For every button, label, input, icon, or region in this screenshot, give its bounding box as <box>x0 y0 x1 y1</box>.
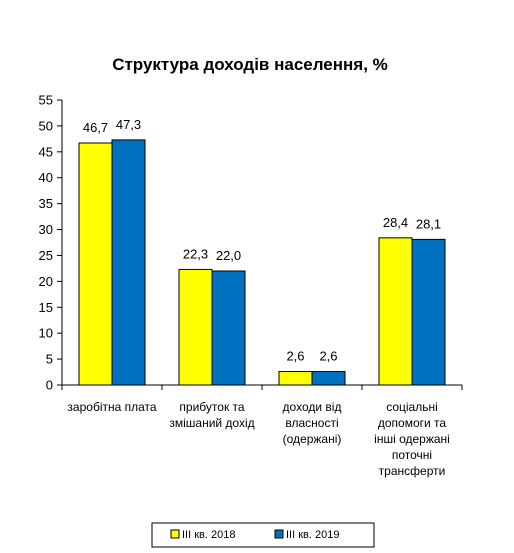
bar <box>311 371 346 386</box>
data-label: 46,7 <box>83 120 108 135</box>
bars <box>78 139 446 386</box>
data-label: 28,4 <box>383 215 408 230</box>
data-label: 2,6 <box>319 349 337 364</box>
category-label: прибуток та змішаний дохід <box>169 400 254 430</box>
category-label: доходи від власності (одержані) <box>283 400 342 446</box>
legend-swatch <box>170 529 180 539</box>
data-label: 22,3 <box>183 246 208 261</box>
legend-box <box>151 522 375 548</box>
category-label: соціальні допомоги та інші одержані поточні… <box>374 400 450 478</box>
y-tick-label: 55 <box>39 93 53 108</box>
data-labels: 46,7 47,3 22,3 22,0 2,6 2,6 28,4 28,1 <box>83 117 441 364</box>
y-tick-label: 45 <box>39 144 53 159</box>
y-tick-label: 10 <box>39 326 53 341</box>
data-label: 28,1 <box>416 216 441 231</box>
category-label-line: поточні <box>392 448 432 462</box>
y-tick-label: 0 <box>46 378 53 393</box>
category-label-line: інші одержані <box>374 432 450 446</box>
legend-label: ІІІ кв. 2019 <box>286 529 339 541</box>
category-label-line: змішаний дохід <box>169 416 254 430</box>
legend-swatch <box>274 529 284 539</box>
category-label-line: власності <box>285 416 338 430</box>
category-label: заробітна плата <box>67 400 156 414</box>
legend-label: ІІІ кв. 2018 <box>182 529 235 541</box>
y-tick-label: 15 <box>39 300 53 315</box>
y-tick-label: 30 <box>39 222 53 237</box>
category-label-line: трансферти <box>379 464 446 478</box>
category-label-line: заробітна плата <box>67 400 156 414</box>
y-tick-label: 5 <box>46 352 53 367</box>
category-label-line: прибуток та <box>179 400 244 414</box>
category-label-line: доходи від <box>283 400 342 414</box>
bar <box>378 237 413 386</box>
category-label-line: соціальні <box>386 400 438 414</box>
data-label: 47,3 <box>116 117 141 132</box>
bar <box>278 371 313 386</box>
y-tick-label: 50 <box>39 118 53 133</box>
category-label-line: допомоги та <box>378 416 447 430</box>
bar <box>211 270 246 386</box>
y-tick-label: 40 <box>39 170 53 185</box>
chart-title: Структура доходів населення, % <box>112 55 388 74</box>
category-labels: заробітна плата прибуток та змішаний дохід… <box>67 400 449 478</box>
category-label-line: (одержані) <box>283 432 342 446</box>
y-tick-label: 20 <box>39 274 53 289</box>
data-label: 22,0 <box>216 248 241 263</box>
bar <box>411 238 446 386</box>
bar <box>178 268 213 386</box>
bar <box>78 142 113 386</box>
y-tick-label: 35 <box>39 196 53 211</box>
legend: ІІІ кв. 2018 ІІІ кв. 2019 <box>151 522 375 548</box>
data-label: 2,6 <box>286 349 304 364</box>
y-tick-label: 25 <box>39 248 53 263</box>
bar <box>111 139 146 386</box>
axes: 0 5 10 15 20 25 30 35 40 45 50 55 <box>39 93 463 393</box>
